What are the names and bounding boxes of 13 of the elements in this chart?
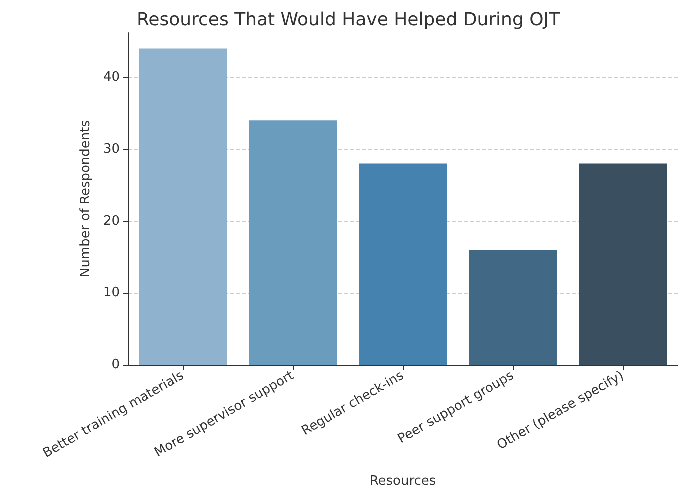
- bar: [579, 164, 667, 365]
- chart-title: Resources That Would Have Helped During OJT: [136, 10, 562, 30]
- y-axis-title: Number of Respondents: [78, 120, 94, 278]
- y-tick-label: 20: [103, 214, 120, 229]
- bar: [469, 250, 557, 365]
- bar: [139, 48, 227, 365]
- y-tick-label: 0: [112, 358, 120, 372]
- bar: [359, 164, 447, 365]
- y-tick-label: 30: [103, 142, 120, 157]
- y-tick-label: 40: [103, 70, 120, 86]
- x-axis-title: Resources: [370, 474, 436, 489]
- y-tick-label: 10: [103, 286, 120, 301]
- bar: [249, 120, 337, 365]
